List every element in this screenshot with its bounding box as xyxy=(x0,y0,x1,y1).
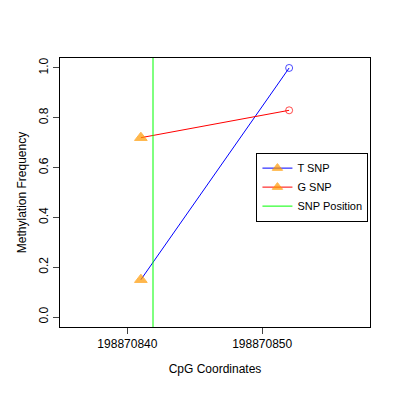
svg-text:T SNP: T SNP xyxy=(297,162,329,174)
svg-text:0.6: 0.6 xyxy=(37,157,51,174)
svg-text:0.0: 0.0 xyxy=(37,307,51,324)
svg-text:198870850: 198870850 xyxy=(232,337,292,351)
svg-text:G SNP: G SNP xyxy=(297,181,331,193)
svg-text:0.4: 0.4 xyxy=(37,207,51,224)
svg-text:1.0: 1.0 xyxy=(37,57,51,74)
svg-text:198870840: 198870840 xyxy=(97,337,157,351)
svg-text:Methylation Frequency: Methylation Frequency xyxy=(15,132,29,253)
svg-text:0.8: 0.8 xyxy=(37,107,51,124)
svg-text:0.2: 0.2 xyxy=(37,257,51,274)
svg-text:SNP Position: SNP Position xyxy=(297,200,362,212)
svg-text:CpG Coordinates: CpG Coordinates xyxy=(169,362,262,376)
